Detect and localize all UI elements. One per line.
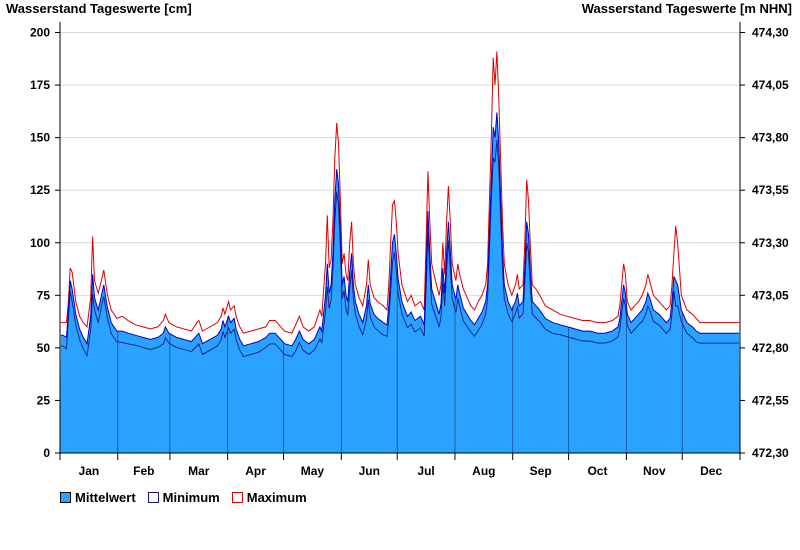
left-tick-label-175: 175 [30,78,50,92]
mean-area [60,112,740,454]
water-level-chart: 0 25 50 75 100 125 150 175 200 472,30 472,55 472,80… [30,22,789,478]
month-label-oct: Oct [587,464,607,478]
left-tick-label-25: 25 [37,393,51,407]
legend-swatch-mean [60,492,71,503]
legend-swatch-max [231,492,243,503]
legend-item-mean: Mittelwert [60,490,136,505]
left-tick-label-100: 100 [30,236,50,250]
legend-label-min: Minimum [162,490,220,505]
right-tick-label-5: 473,55 [752,183,789,197]
month-label-mar: Mar [188,464,210,478]
legend: Mittelwert Minimum Maximum [60,490,307,505]
month-label-jul: Jul [417,464,434,478]
right-tick-label-3: 473,05 [752,288,789,302]
left-tick-label-200: 200 [30,26,50,40]
legend-label-max: Maximum [246,490,307,505]
left-tick-label-50: 50 [37,341,51,355]
month-label-may: May [301,464,325,478]
month-label-nov: Nov [643,464,666,478]
right-tick-label-8: 474,30 [752,26,789,40]
month-label-dec: Dec [700,464,722,478]
right-tick-label-1: 472,55 [752,393,789,407]
right-tick-label-6: 473,80 [752,131,789,145]
legend-swatch-min [147,492,159,503]
series-line-minimum [60,140,740,358]
left-tick-label-75: 75 [37,288,51,302]
month-label-apr: Apr [245,464,266,478]
legend-label-mean: Mittelwert [75,490,136,505]
right-tick-label-0: 472,30 [752,446,789,460]
right-tick-label-4: 473,30 [752,236,789,250]
month-label-feb: Feb [133,464,154,478]
legend-item-min: Minimum [147,490,220,505]
legend-item-max: Maximum [231,490,307,505]
month-label-jun: Jun [359,464,380,478]
left-tick-label-150: 150 [30,131,50,145]
left-tick-label-125: 125 [30,183,50,197]
right-tick-label-7: 474,05 [752,78,789,92]
left-axis-title: Wasserstand Tageswerte [cm] [6,1,192,16]
right-axis-title: Wasserstand Tageswerte [m NHN] [581,1,792,16]
month-label-aug: Aug [472,464,495,478]
month-label-jan: Jan [79,464,100,478]
left-tick-label-0: 0 [43,446,50,460]
series-line-maximum [60,51,740,334]
right-tick-label-2: 472,80 [752,341,789,355]
series-line-mean [60,112,740,347]
month-label-sep: Sep [530,464,552,478]
